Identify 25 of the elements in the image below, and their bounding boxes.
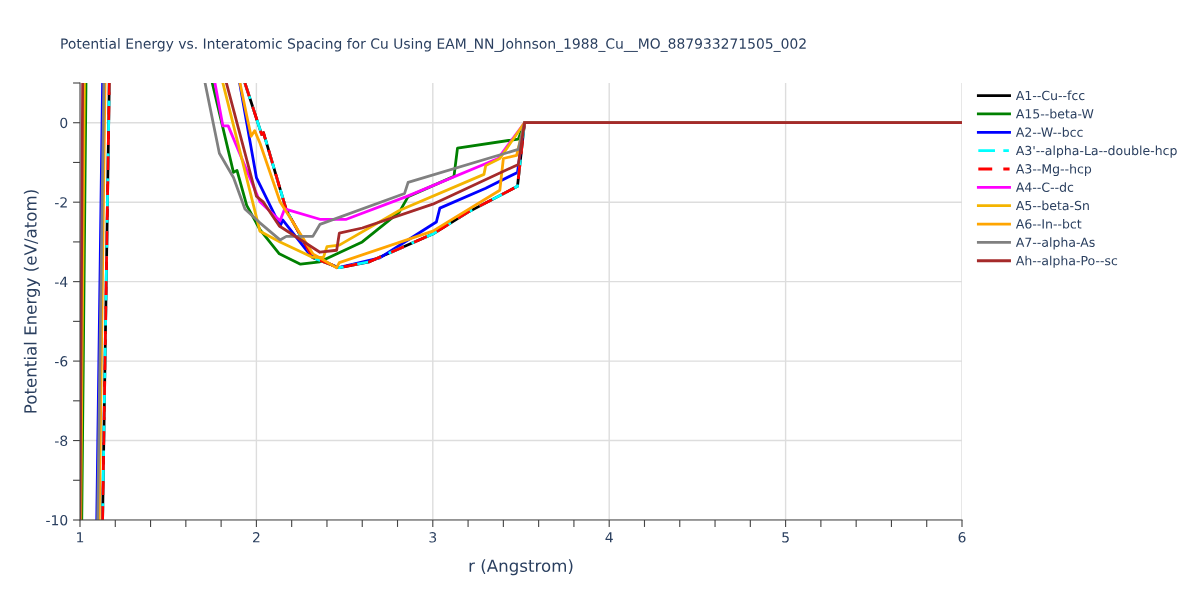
x-tick-label: 2 <box>253 532 260 543</box>
x-tick-label: 4 <box>605 532 613 543</box>
y-axis-title: Potential Energy (eV/atom) <box>23 190 40 413</box>
legend-label: A7--alpha-As <box>1015 237 1095 250</box>
x-tick-label: 5 <box>782 532 789 543</box>
y-tick-label: -8 <box>55 435 68 447</box>
legend-label: A3--Mg--hcp <box>1015 163 1092 176</box>
legend-label: A1--Cu--fcc <box>1015 90 1085 101</box>
x-tick-label: 3 <box>429 532 437 543</box>
legend-label: A3'--alpha-La--double-hcp <box>1015 145 1177 158</box>
y-tick-label: -4 <box>55 276 68 287</box>
y-tick-label: -10 <box>46 514 68 526</box>
x-axis-title: r (Angstrom) <box>469 559 573 576</box>
legend-label: A15--beta-W <box>1015 108 1094 119</box>
legend-label: A2--W--bcc <box>1015 127 1083 137</box>
legend-label: A4--C--dc <box>1015 182 1074 192</box>
y-tick-label: -6 <box>55 356 68 367</box>
x-tick-label: 6 <box>958 532 966 543</box>
y-tick-label: -2 <box>55 197 67 208</box>
legend-label: A5--beta-Sn <box>1015 200 1089 211</box>
x-tick-label: 1 <box>77 532 84 543</box>
legend-label: A6--In--bct <box>1015 218 1082 229</box>
y-tick-label: 0 <box>60 117 68 129</box>
legend-label: Ah--alpha-Po--sc <box>1015 255 1118 268</box>
chart-title: Potential Energy vs. Interatomic Spacing for Cu Using EAM_NN_Johnson_1988_Cu__MO_887933271505_002 <box>61 38 806 52</box>
